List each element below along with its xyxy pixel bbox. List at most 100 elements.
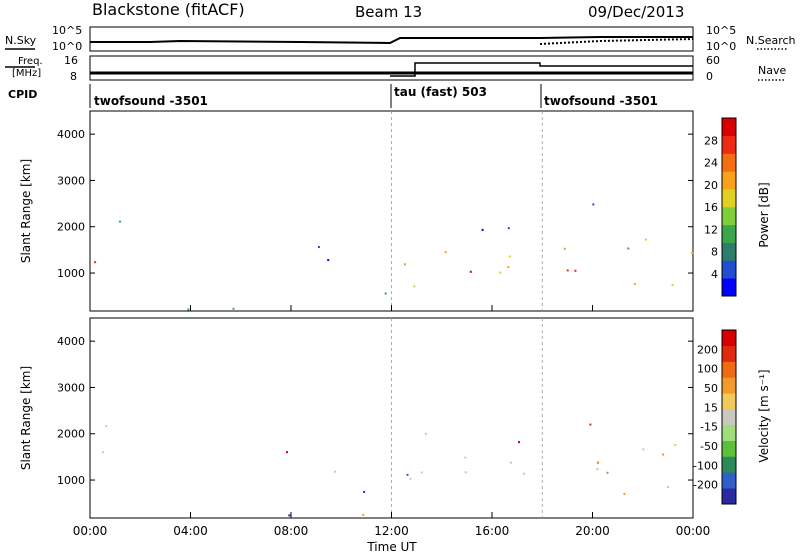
freq-left-label-1: Freq. <box>18 56 43 67</box>
colorbar-swatch <box>722 118 736 137</box>
colorbar-swatch <box>722 135 736 154</box>
y-tick-label: 2000 <box>57 428 85 441</box>
power-heatmap <box>94 111 694 311</box>
colorbar-tick-label: -50 <box>700 440 718 453</box>
noise-left-tick-top: 10^5 <box>52 24 82 37</box>
colorbar-swatch <box>722 207 736 226</box>
power-y-axis-label: Slant Range [km] <box>19 159 33 263</box>
heatmap-cell <box>232 307 235 310</box>
colorbar-swatch <box>722 330 736 347</box>
heatmap-cell <box>509 255 512 258</box>
heatmap-cell <box>499 271 502 274</box>
heatmap-cell <box>187 308 190 311</box>
colorbar-tick-label: -100 <box>693 459 718 472</box>
station-title: Blackstone (fitACF) <box>92 0 245 19</box>
colorbar-tick-label: 24 <box>704 157 718 170</box>
heatmap-cell <box>444 251 447 254</box>
noise-panel: N.Sky 10^5 10^0 10^5 10^0 N.Search <box>5 24 796 53</box>
colorbar-tick-label: 28 <box>704 134 718 147</box>
heatmap-cell <box>671 284 674 286</box>
heatmap-cell <box>518 441 520 444</box>
heatmap-cell <box>574 269 577 272</box>
heatmap-cell <box>592 203 595 206</box>
colorbar-swatch <box>722 488 736 505</box>
colorbar-swatch <box>722 361 736 378</box>
power-y-axis: 1000 2000 3000 4000 <box>57 128 693 280</box>
heatmap-cell <box>94 261 97 264</box>
colorbar-swatch <box>722 224 736 243</box>
heatmap-cell <box>464 471 467 474</box>
heatmap-cell <box>606 471 609 474</box>
heatmap-cell <box>406 473 409 476</box>
noise-right-tick-top: 10^5 <box>706 24 736 37</box>
x-tick-label: 12:00 <box>374 524 409 538</box>
freq-panel: Freq. [MHz] 16 8 60 0 Nave <box>5 54 786 83</box>
heatmap-cell <box>667 486 670 488</box>
x-axis-label: Time UT <box>366 540 417 554</box>
noise-left-label: N.Sky <box>5 34 37 47</box>
noise-left-tick-bottom: 10^0 <box>52 40 82 53</box>
freq-left-tick-top: 16 <box>64 54 78 67</box>
heatmap-cell <box>691 252 694 254</box>
heatmap-cell <box>566 269 569 272</box>
heatmap-cell <box>509 461 512 464</box>
nave-line <box>390 62 693 77</box>
heatmap-cell <box>384 292 387 295</box>
heatmap-cell <box>523 472 526 475</box>
heatmap-cell <box>596 468 599 471</box>
heatmap-cell <box>464 456 467 459</box>
heatmap-cell <box>563 247 566 250</box>
colorbar-tick-label: -200 <box>693 479 718 492</box>
cpid-segment-3: twofsound -3501 <box>544 94 658 108</box>
velocity-y-axis: 1000 2000 3000 4000 <box>57 335 693 487</box>
colorbar-frame <box>721 117 737 297</box>
colorbar-swatch <box>722 153 736 172</box>
power-colorbar: 28 24 20 16 12 8 4 <box>704 117 737 297</box>
heatmap-cell <box>645 238 647 241</box>
power-colorbar-label: Power [dB] <box>757 182 771 247</box>
colorbar-tick-label: 12 <box>704 223 718 236</box>
cpid-segment-1: twofsound -3501 <box>94 94 208 108</box>
colorbar-tick-label: 50 <box>704 382 718 395</box>
noise-right-label: N.Search <box>746 34 796 47</box>
heatmap-cell <box>119 220 121 223</box>
colorbar-swatch <box>722 189 736 208</box>
colorbar-swatch <box>722 424 736 441</box>
colorbar-swatch <box>722 440 736 457</box>
colorbar-tick-label: 20 <box>704 179 718 192</box>
nave-right-tick-bottom: 0 <box>706 70 713 83</box>
heatmap-cell <box>469 270 472 273</box>
colorbar-tick-label: 100 <box>697 363 718 376</box>
y-tick-label: 1000 <box>57 267 85 280</box>
y-tick-label: 4000 <box>57 128 85 141</box>
velocity-heatmap <box>101 318 677 518</box>
x-tick-label: 00:00 <box>676 524 711 538</box>
heatmap-cell <box>409 477 412 480</box>
heatmap-cell <box>589 423 592 426</box>
heatmap-cell <box>633 283 636 286</box>
colorbar-swatch <box>722 456 736 473</box>
freq-left-tick-bottom: 8 <box>70 70 77 83</box>
heatmap-cell <box>334 470 336 473</box>
colorbar-frame <box>721 329 737 505</box>
x-tick-label: 16:00 <box>475 524 510 538</box>
y-tick-label: 1000 <box>57 474 85 487</box>
time-x-axis: 00:00 04:00 08:00 12:00 16:00 20:00 00:00 <box>73 305 711 538</box>
velocity-panel-frame <box>89 317 694 519</box>
cpid-label: CPID <box>8 88 37 101</box>
heatmap-cell <box>286 451 288 454</box>
heatmap-cell <box>481 228 484 231</box>
heatmap-cell <box>362 513 365 516</box>
y-tick-label: 2000 <box>57 221 85 234</box>
x-tick-label: 00:00 <box>73 524 108 538</box>
heatmap-cell <box>642 448 645 451</box>
heatmap-cell <box>623 492 626 495</box>
power-panel: 1000 2000 3000 4000 Slant Range [km] 28 24 20… <box>19 110 771 312</box>
colorbar-tick-label: -15 <box>700 421 718 434</box>
colorbar-swatch <box>722 345 736 362</box>
colorbar-swatch <box>722 260 736 279</box>
colorbar-swatch <box>722 377 736 394</box>
heatmap-cell <box>317 246 320 248</box>
y-tick-label: 4000 <box>57 335 85 348</box>
nave-right-tick-top: 60 <box>706 54 720 67</box>
